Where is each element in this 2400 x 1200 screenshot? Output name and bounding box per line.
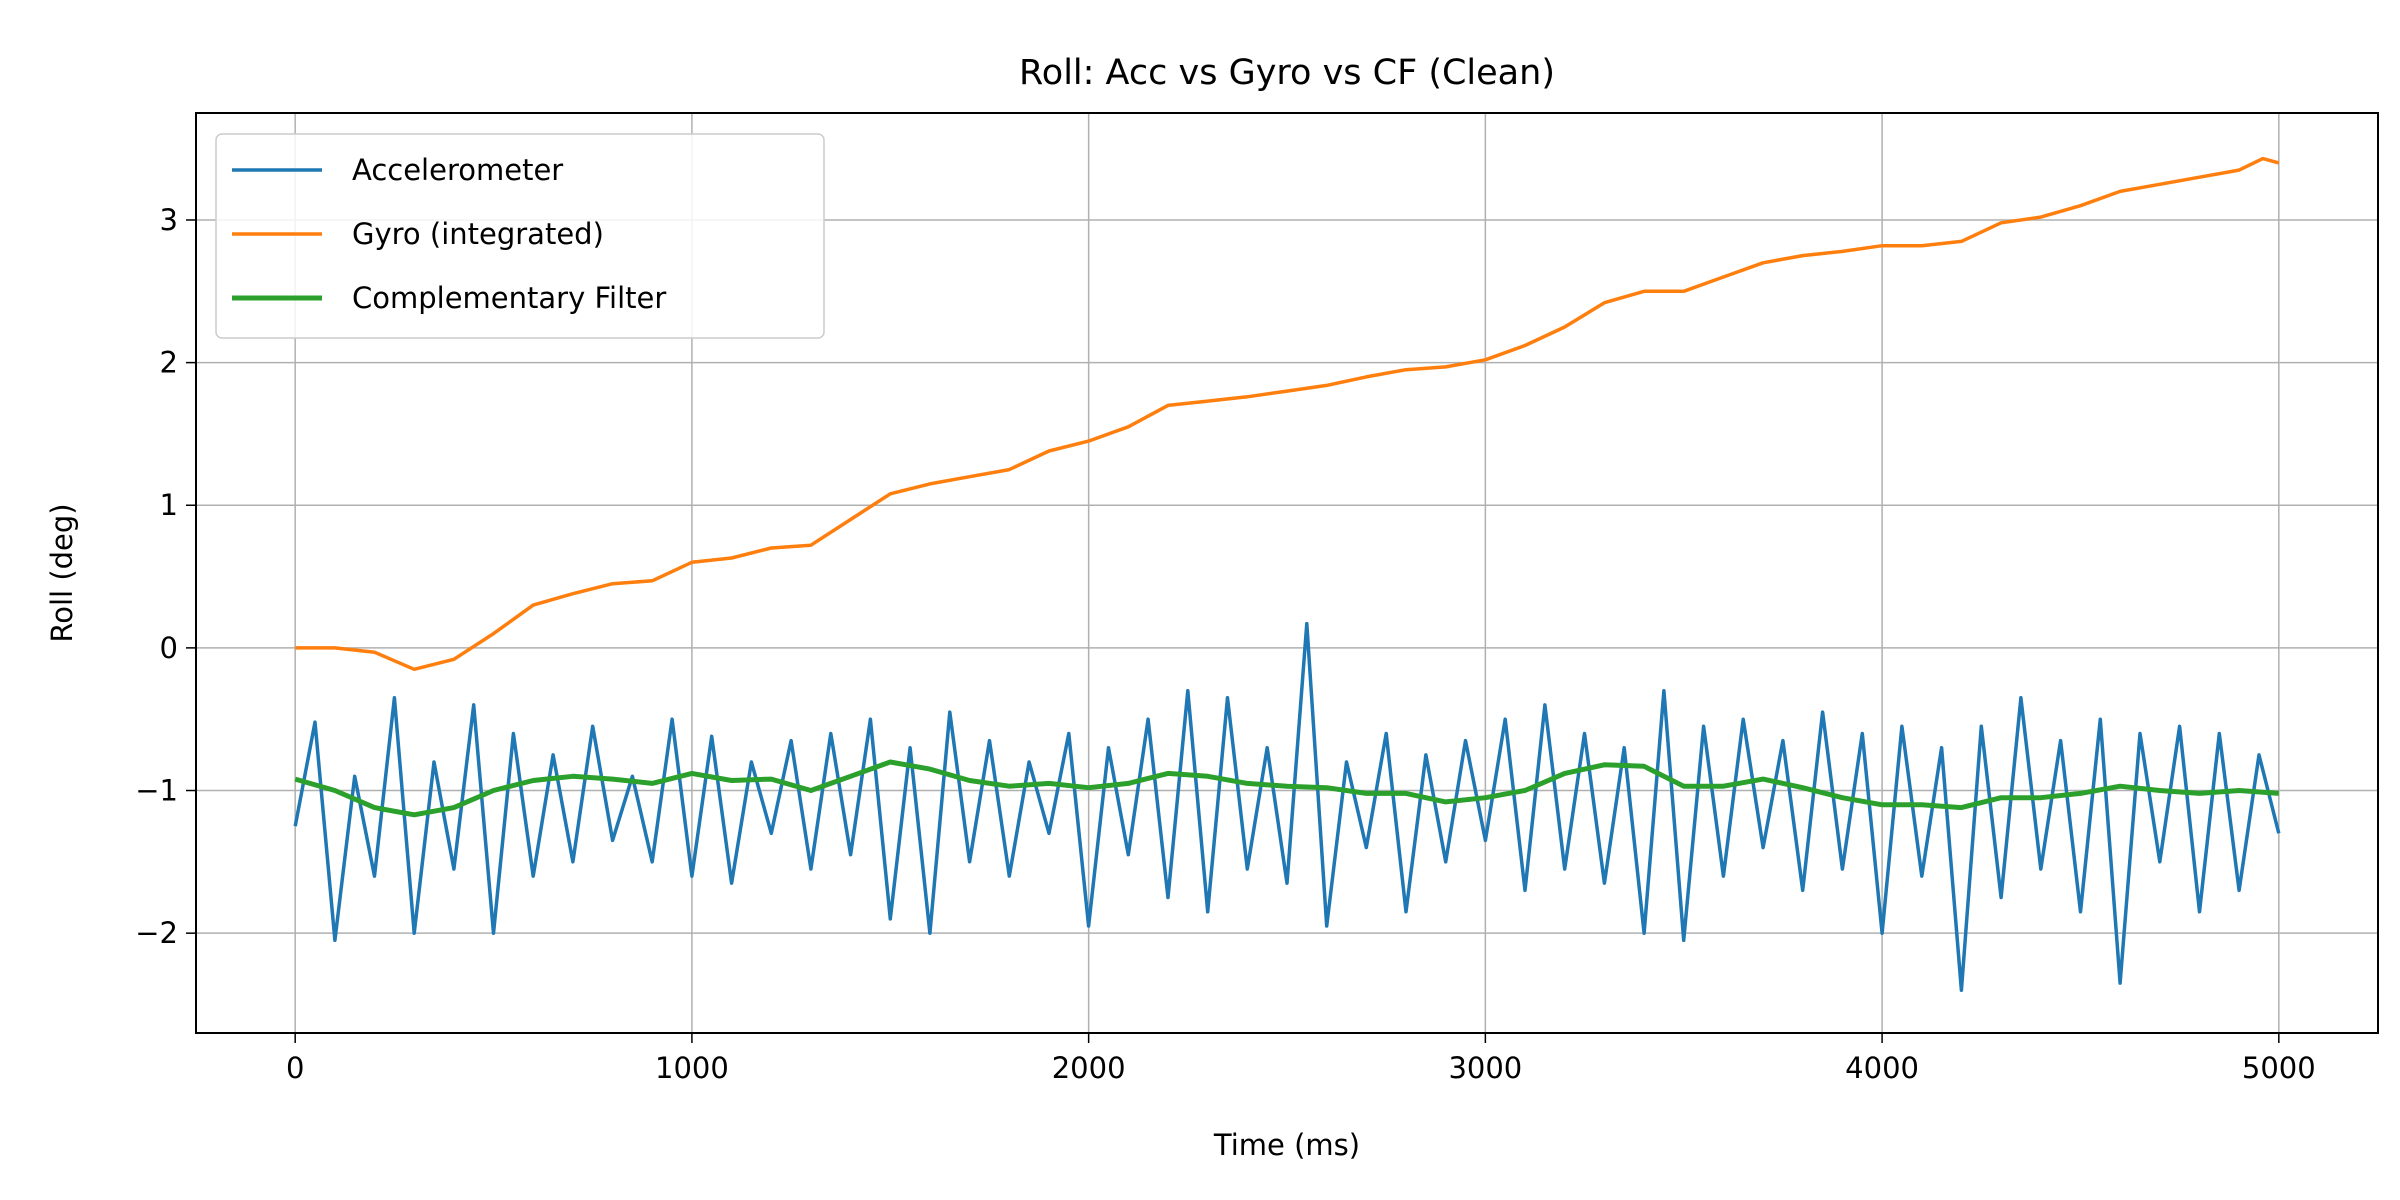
x-tick-label: 3000 <box>1448 1051 1522 1085</box>
x-tick-label: 4000 <box>1845 1051 1919 1085</box>
legend-label: Complementary Filter <box>352 281 666 315</box>
x-tick-label: 2000 <box>1052 1051 1126 1085</box>
x-tick-label: 0 <box>286 1051 304 1085</box>
x-tick-label: 5000 <box>2242 1051 2316 1085</box>
x-tick-label: 1000 <box>655 1051 729 1085</box>
series-lines <box>293 156 2281 992</box>
series-line-accelerometer <box>293 621 2281 992</box>
y-tick-label: 2 <box>160 346 178 380</box>
y-tick-label: −2 <box>135 916 178 950</box>
y-tick-label: −1 <box>135 774 178 808</box>
legend-box <box>215 133 825 339</box>
series-line-gyro-integrated <box>295 156 2280 672</box>
ticks: 0 1000 2000 3000 4000 5000 −2 −1 0 1 2 3 <box>135 203 2315 1085</box>
legend-label: Accelerometer <box>352 153 563 187</box>
y-tick-label: 3 <box>160 203 178 237</box>
x-axis-label: Time (ms) <box>1213 1128 1360 1162</box>
series-line-complementary-filter <box>294 759 2279 818</box>
y-tick-label: 1 <box>160 488 178 522</box>
legend-label: Gyro (integrated) <box>352 217 604 251</box>
legend: Accelerometer Gyro (integrated) Complement… <box>215 133 825 339</box>
chart-title: Roll: Acc vs Gyro vs CF (Clean) <box>1019 53 1555 93</box>
y-tick-label: 0 <box>160 631 178 665</box>
plot-frame <box>195 112 2379 1034</box>
y-axis-label: Roll (deg) <box>45 503 79 642</box>
